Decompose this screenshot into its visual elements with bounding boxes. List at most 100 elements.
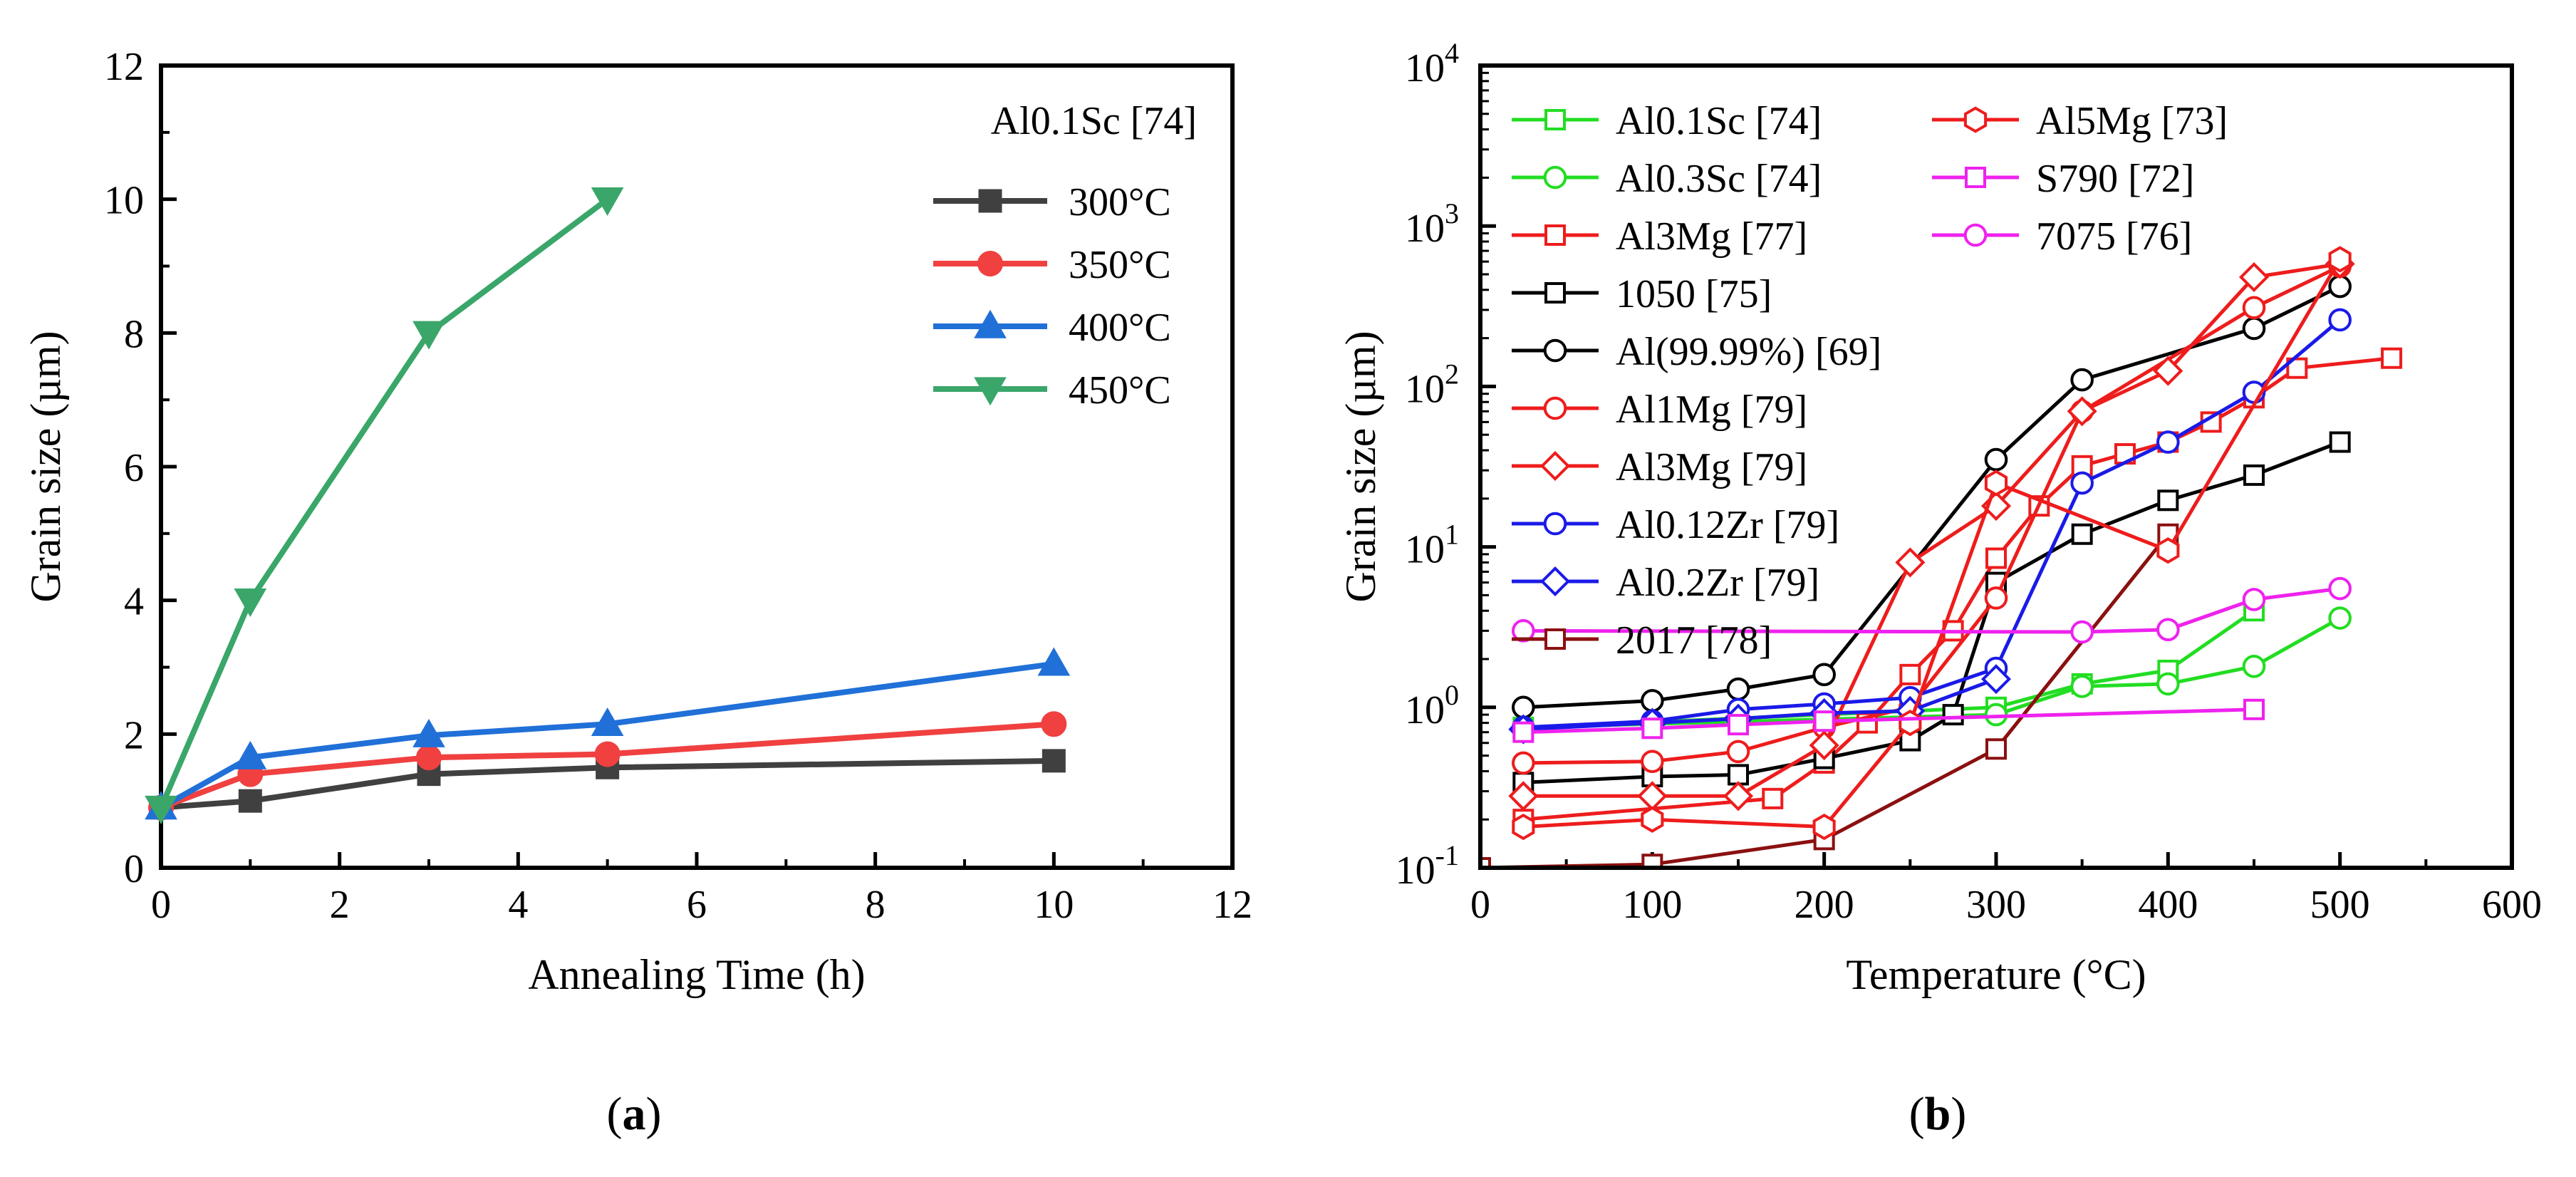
data-point — [412, 321, 445, 350]
data-point — [2070, 675, 2094, 698]
legend-marker — [1963, 223, 1988, 247]
panel-b: 0 100 200 300 400 500 600 10-1 100 101 102 103 104 Te… — [1337, 37, 2542, 1140]
plot-area-b — [1480, 246, 2403, 868]
data-point — [2156, 672, 2180, 696]
legend-marker — [1543, 396, 1567, 420]
legend-marker — [1544, 282, 1566, 304]
legend-label: 1050 [75] — [1616, 272, 1772, 316]
legend-label: 300°C — [1069, 180, 1171, 224]
data-point — [1641, 806, 1664, 833]
series-line — [1523, 677, 1997, 732]
legend-entry-1050-75: 1050 [75] — [1512, 272, 1772, 316]
x-axis-label-a: Annealing Time (h) — [528, 951, 865, 998]
legend-marker — [1544, 628, 1566, 650]
legend-entry-400-c: 400°C — [933, 306, 1171, 350]
x-tick-label-a: 4 — [508, 883, 528, 927]
legend-label: 2017 [78] — [1616, 618, 1772, 663]
data-point — [594, 741, 620, 767]
legend-entry-al0-12zr-79: Al0.12Zr [79] — [1512, 503, 1839, 547]
x-tick-label-b: 100 — [1622, 883, 1682, 927]
legend-label: 7075 [76] — [2036, 214, 2192, 259]
y-tick-label-a: 0 — [124, 847, 144, 891]
y-tick-label-a: 12 — [104, 45, 144, 89]
legend-marker — [1963, 106, 1988, 133]
series-al5mg-73 — [1512, 246, 2352, 841]
legend-entry-al-99-99-69: Al(99.99%) [69] — [1512, 330, 1881, 374]
data-point — [234, 588, 267, 617]
data-point — [2242, 296, 2266, 320]
panel-label-a: (a) — [607, 1088, 662, 1140]
x-tick-label-b: 0 — [1470, 883, 1490, 927]
data-point — [2329, 431, 2351, 453]
data-point — [1984, 447, 2008, 472]
data-point — [2243, 698, 2265, 720]
legend-entry-al0-1sc-74: Al0.1Sc [74] — [1512, 99, 1822, 143]
series-1050-75 — [1512, 431, 2351, 794]
x-tick-label-a: 0 — [151, 883, 171, 927]
x-tick-label-a: 10 — [1034, 883, 1074, 927]
series-line — [158, 197, 610, 809]
x-axis-label-b: Temperature (°C) — [1846, 951, 2146, 998]
data-point — [1762, 787, 1784, 809]
data-point — [238, 789, 262, 813]
legend-marker — [974, 377, 1007, 406]
data-point — [1812, 813, 1836, 841]
legend-label: Al0.1Sc [74] — [1616, 99, 1822, 143]
legend-marker — [1543, 338, 1567, 363]
legend-label: 350°C — [1069, 243, 1171, 287]
legend-entry-7075-76: 7075 [76] — [1932, 214, 2192, 259]
data-point — [2156, 618, 2180, 642]
data-point — [1899, 663, 1921, 685]
data-point — [2328, 274, 2352, 299]
legend-marker — [1543, 512, 1567, 536]
data-point — [1942, 704, 1964, 726]
y-tick-label-b: 102 — [1405, 358, 1459, 411]
data-point — [1984, 586, 2008, 610]
data-point — [2070, 471, 2094, 495]
data-point — [1726, 677, 1750, 701]
legend-entry-2017-78: 2017 [78] — [1512, 618, 1772, 663]
y-tick-label-a: 4 — [124, 580, 144, 624]
data-point — [2070, 368, 2094, 392]
data-point — [2328, 606, 2352, 630]
legend-label: S790 [72] — [2036, 157, 2194, 201]
panel-a: 0 2 4 6 8 10 12 0 2 4 6 8 10 12 Annealing Time (h) Grai… — [22, 45, 1252, 1140]
data-point — [2070, 620, 2094, 644]
data-point — [1508, 781, 1539, 812]
data-point — [2242, 316, 2266, 341]
data-point — [1813, 710, 1835, 732]
data-point — [2156, 537, 2180, 564]
y-tick-label-a: 10 — [104, 179, 144, 223]
data-point — [1728, 714, 1749, 736]
legend-label: Al3Mg [77] — [1616, 214, 1807, 259]
data-point — [1726, 740, 1750, 764]
legend-label: Al5Mg [73] — [2036, 99, 2228, 143]
data-point — [2328, 576, 2352, 601]
data-point — [1512, 619, 1535, 643]
legend-label: Al0.3Sc [74] — [1616, 157, 1822, 201]
data-point — [1042, 749, 1066, 773]
data-point — [145, 795, 177, 824]
legend-entry-300-c: 300°C — [933, 180, 1171, 224]
legend-label: Al3Mg [79] — [1616, 445, 1807, 489]
data-point — [2242, 655, 2266, 678]
series-450-c — [145, 187, 624, 824]
legend-marker — [1544, 109, 1566, 130]
data-point — [1723, 781, 1754, 812]
legend-label: Al1Mg [79] — [1616, 388, 1807, 432]
y-tick-label-a: 6 — [124, 446, 144, 490]
y-axis-label-b: Grain size (µm) — [1337, 331, 1384, 602]
x-tick-label-b: 300 — [1966, 883, 2026, 927]
data-point — [1980, 664, 2012, 695]
legend-marker — [1544, 224, 1566, 246]
y-tick-label-b: 104 — [1405, 37, 1459, 90]
legend-label: Al0.2Zr [79] — [1616, 561, 1819, 605]
data-point — [1812, 663, 1836, 687]
legend-marker — [1539, 566, 1571, 597]
series-s790-72 — [1512, 698, 2265, 743]
data-point — [234, 740, 267, 769]
x-tick-label-b: 400 — [2138, 883, 2198, 927]
data-point — [1512, 721, 1534, 743]
data-point — [1895, 547, 1926, 578]
data-point — [1037, 647, 1071, 676]
